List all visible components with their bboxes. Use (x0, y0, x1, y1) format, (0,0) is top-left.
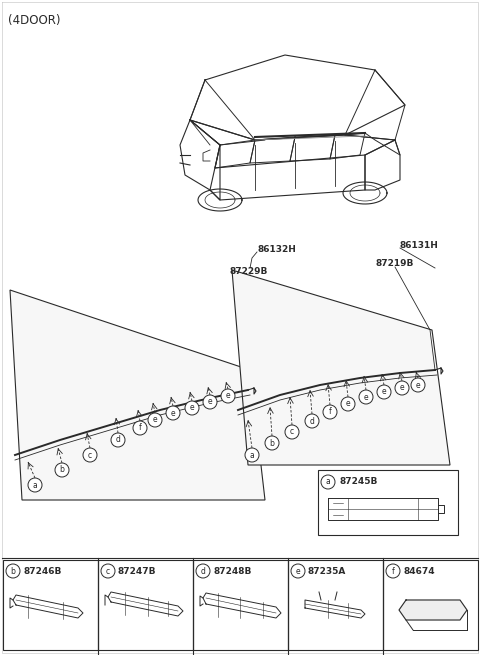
Text: f: f (329, 407, 331, 417)
Text: 86132H: 86132H (258, 246, 297, 255)
Circle shape (245, 448, 259, 462)
Text: 87248B: 87248B (213, 567, 252, 576)
Text: e: e (416, 381, 420, 390)
Circle shape (133, 421, 147, 435)
Bar (318, 470, 458, 535)
Text: e: e (171, 409, 175, 417)
Text: e: e (400, 383, 404, 392)
Text: 87235A: 87235A (308, 567, 347, 576)
Text: 84674: 84674 (403, 567, 434, 576)
Text: a: a (325, 477, 330, 487)
Circle shape (101, 564, 115, 578)
Circle shape (285, 425, 299, 439)
Text: 86131H: 86131H (400, 240, 439, 250)
Text: a: a (250, 451, 254, 460)
Circle shape (203, 395, 217, 409)
Polygon shape (232, 270, 450, 465)
Circle shape (221, 389, 235, 403)
Circle shape (321, 475, 335, 489)
Text: 87247B: 87247B (118, 567, 156, 576)
Text: e: e (190, 403, 194, 413)
Bar (288, 560, 383, 650)
Circle shape (111, 433, 125, 447)
Text: 87229B: 87229B (230, 267, 268, 276)
Circle shape (411, 378, 425, 392)
Text: d: d (310, 417, 314, 426)
Polygon shape (10, 290, 265, 500)
Bar (3, 560, 98, 650)
Circle shape (55, 463, 69, 477)
Circle shape (185, 401, 199, 415)
Bar (98, 560, 193, 650)
Bar (383, 560, 478, 650)
Text: c: c (106, 567, 110, 576)
Text: b: b (270, 438, 275, 447)
Circle shape (166, 406, 180, 420)
Text: d: d (116, 436, 120, 445)
Circle shape (395, 381, 409, 395)
Text: e: e (346, 400, 350, 409)
Text: f: f (139, 424, 142, 432)
Polygon shape (399, 600, 467, 620)
Text: d: d (201, 567, 205, 576)
Circle shape (148, 413, 162, 427)
Text: 87219B: 87219B (375, 259, 413, 267)
Text: c: c (88, 451, 92, 460)
Circle shape (291, 564, 305, 578)
Text: 87245B: 87245B (339, 477, 377, 487)
Circle shape (6, 564, 20, 578)
Bar (193, 560, 288, 650)
Circle shape (28, 478, 42, 492)
Text: f: f (392, 567, 395, 576)
Text: e: e (296, 567, 300, 576)
Text: a: a (33, 481, 37, 489)
Text: (4DOOR): (4DOOR) (8, 14, 60, 27)
Text: e: e (208, 398, 212, 407)
Circle shape (386, 564, 400, 578)
Text: b: b (11, 567, 15, 576)
Circle shape (359, 390, 373, 404)
Text: e: e (382, 388, 386, 396)
Circle shape (305, 414, 319, 428)
Text: e: e (226, 392, 230, 400)
Circle shape (265, 436, 279, 450)
Circle shape (341, 397, 355, 411)
Text: e: e (153, 415, 157, 424)
Circle shape (196, 564, 210, 578)
Text: 87246B: 87246B (23, 567, 61, 576)
Text: c: c (290, 428, 294, 436)
Circle shape (83, 448, 97, 462)
Text: b: b (60, 466, 64, 474)
Circle shape (323, 405, 337, 419)
Text: e: e (364, 392, 368, 402)
Circle shape (377, 385, 391, 399)
